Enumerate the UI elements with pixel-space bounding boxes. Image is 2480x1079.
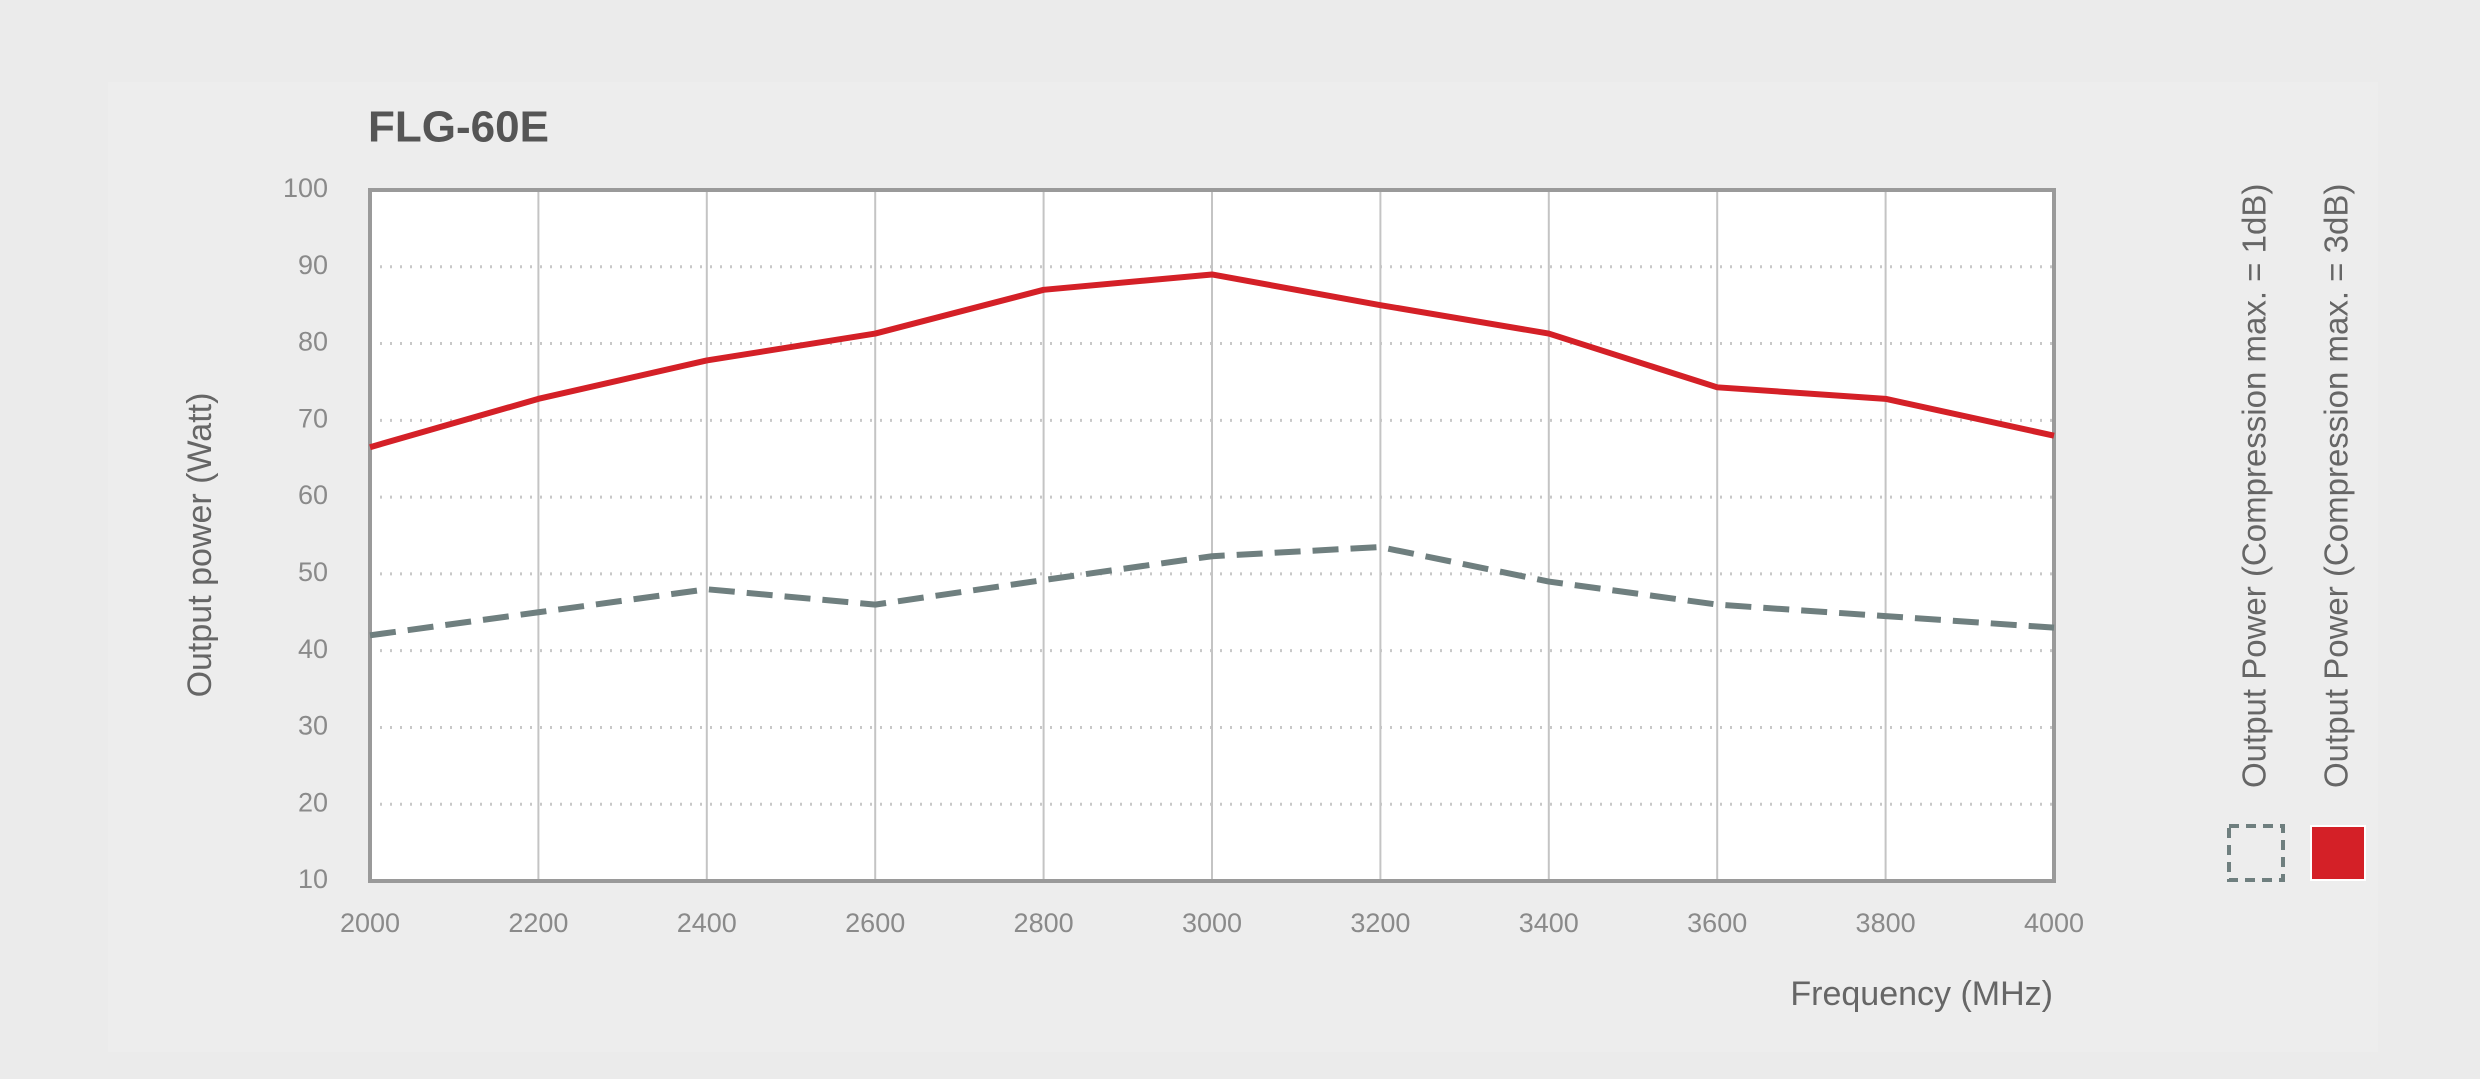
chart-title: FLG-60E — [368, 103, 549, 152]
legend-label: Output Power (Compression max. = 1dB) — [2236, 184, 2273, 788]
x-tick-label: 3800 — [1856, 908, 1916, 938]
x-tick-label: 4000 — [2024, 908, 2084, 938]
x-tick-label: 3000 — [1182, 908, 1242, 938]
y-tick-label: 10 — [298, 864, 328, 894]
y-tick-label: 100 — [283, 173, 328, 203]
y-tick-label: 90 — [298, 250, 328, 280]
y-axis-label: Output power (Watt) — [181, 393, 219, 698]
x-axis-label: Frequency (MHz) — [1790, 975, 2053, 1013]
x-tick-label: 2400 — [677, 908, 737, 938]
x-tick-label: 3400 — [1519, 908, 1579, 938]
y-tick-label: 30 — [298, 711, 328, 741]
x-tick-label: 2200 — [508, 908, 568, 938]
x-tick-label: 2000 — [340, 908, 400, 938]
series-line — [369, 271, 2055, 451]
y-tick-label: 60 — [298, 480, 328, 510]
series-line — [369, 544, 2055, 639]
plot-frame — [368, 188, 2056, 883]
y-tick-label: 70 — [298, 403, 328, 433]
legend-swatch — [2227, 824, 2285, 882]
y-tick-label: 40 — [298, 634, 328, 664]
legend-label: Output Power (Compression max. = 3dB) — [2318, 184, 2355, 788]
x-tick-label: 3200 — [1350, 908, 1410, 938]
y-tick-label: 50 — [298, 557, 328, 587]
x-tick-label: 3600 — [1687, 908, 1747, 938]
y-tick-label: 80 — [298, 327, 328, 357]
y-tick-label: 20 — [298, 787, 328, 817]
legend-swatch — [2310, 825, 2366, 881]
x-tick-label: 2800 — [1014, 908, 1074, 938]
x-tick-label: 2600 — [845, 908, 905, 938]
